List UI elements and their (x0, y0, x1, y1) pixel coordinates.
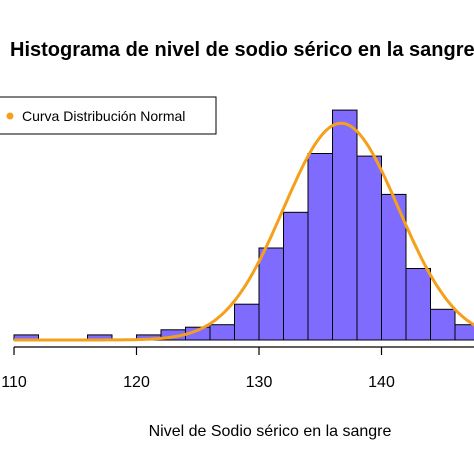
x-tick-label: 140 (368, 374, 395, 391)
legend-box (0, 96, 217, 135)
histogram-bar (356, 155, 382, 341)
x-tick-label: 130 (246, 374, 273, 391)
histogram-bar (258, 247, 284, 341)
chart-title: Histograma de nivel de sodio sérico en l… (10, 39, 474, 61)
legend-label: Curva Distribución Normal (22, 108, 185, 124)
normal-curve-line (14, 121, 474, 342)
legend: Curva Distribución Normal (0, 96, 217, 135)
histogram-bar (332, 109, 358, 341)
histogram-bar (283, 211, 309, 341)
histogram-bar (209, 324, 235, 341)
histogram-bar (405, 268, 431, 341)
x-axis: 110 120 130 140 (1, 346, 474, 391)
x-tick-label: 110 (1, 374, 27, 391)
x-axis-label: Nivel de Sodio sérico en la sangre (149, 423, 392, 440)
x-ticks: 110 120 130 140 (1, 347, 395, 391)
x-tick-label: 120 (123, 374, 150, 391)
histogram-bar (430, 308, 456, 341)
histogram-bar (454, 324, 474, 341)
histogram-bar (307, 153, 333, 341)
histogram-bar (234, 303, 260, 341)
legend-marker (6, 112, 14, 120)
